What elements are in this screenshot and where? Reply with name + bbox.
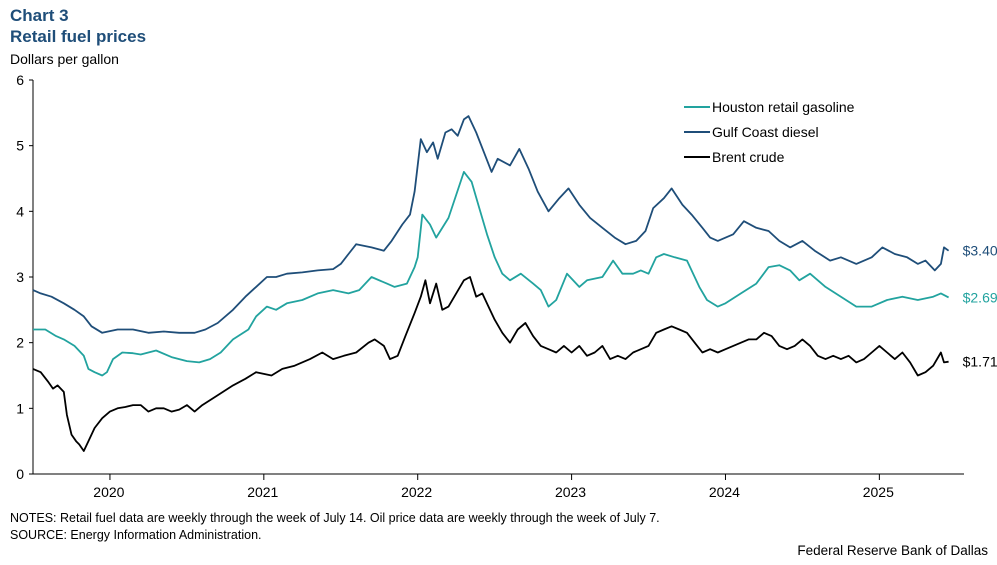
x-tick-label: 2021 [247,484,278,500]
chart-notes: NOTES: Retail fuel data are weekly throu… [10,511,660,525]
y-tick-label: 0 [16,466,24,482]
x-tick-label: 2025 [863,484,894,500]
y-axis-units-label: Dollars per gallon [10,51,119,67]
series-line-houston-retail-gasoline [33,171,950,377]
end-value-label: $2.69 [963,289,997,305]
y-tick-label: 1 [16,400,24,416]
series-line-brent-crude [32,276,949,452]
legend-label: Houston retail gasoline [712,99,855,115]
end-value-label: $3.40 [963,243,997,259]
y-tick-label: 4 [16,203,24,219]
x-tick-label: 2022 [401,484,432,500]
y-tick-label: 6 [16,72,24,88]
series-line-gulf-coast-diesel [32,115,950,334]
chart-source: SOURCE: Energy Information Administratio… [10,528,262,542]
chart-credit: Federal Reserve Bank of Dallas [797,543,988,558]
chart-title: Retail fuel prices [10,27,147,46]
x-tick-label: 2023 [555,484,586,500]
end-value-label: $1.71 [963,354,997,370]
y-tick-label: 5 [16,138,24,154]
y-tick-label: 2 [16,335,24,351]
legend-label: Brent crude [712,149,785,165]
chart-number: Chart 3 [10,6,69,25]
legend-label: Gulf Coast diesel [712,124,819,140]
x-tick-label: 2024 [709,484,740,500]
y-tick-label: 3 [16,269,24,285]
x-tick-label: 2020 [93,484,124,500]
